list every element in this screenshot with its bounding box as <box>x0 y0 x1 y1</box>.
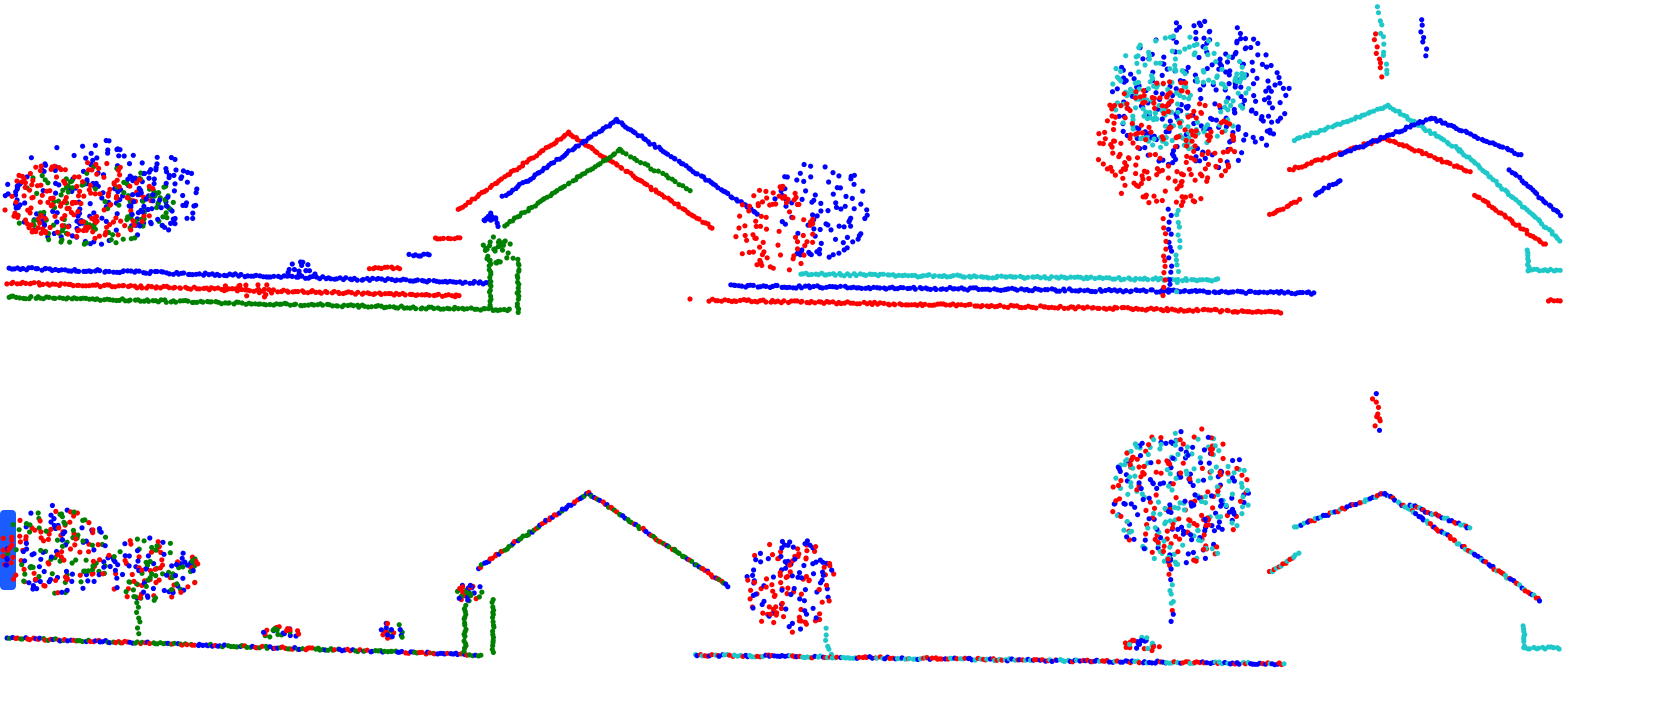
panel-top-misaligned <box>2 4 1564 316</box>
panel-bottom-aligned <box>0 391 1562 668</box>
